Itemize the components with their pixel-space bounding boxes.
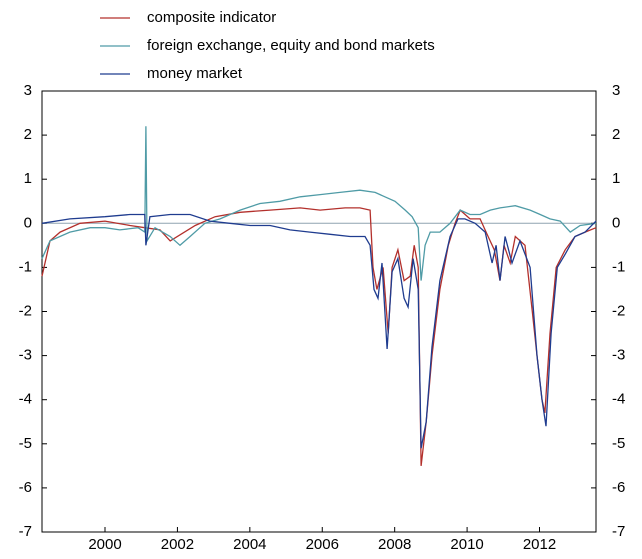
x-tick-label: 2010 [450,536,483,553]
legend-label: composite indicator [147,9,276,26]
series-line [41,126,597,281]
y2-tick-label: -2 [612,302,625,319]
x-tick-label: 2012 [523,536,556,553]
x-tick-label: 2000 [88,536,121,553]
y-tick-label: 0 [24,214,32,231]
series-line [41,213,597,449]
y-tick-label: 3 [24,82,32,99]
y2-tick-label: 1 [612,170,620,187]
y2-tick-label: 2 [612,126,620,143]
y2-tick-label: -3 [612,347,625,364]
y2-tick-label: -7 [612,523,625,540]
y2-tick-label: 0 [612,214,620,231]
y-tick-label: 2 [24,126,32,143]
y2-tick-label: -5 [612,435,625,452]
x-tick-label: 2004 [233,536,266,553]
y-tick-label: -6 [19,479,32,496]
y2-tick-label: -6 [612,479,625,496]
y-tick-label: -5 [19,435,32,452]
y2-tick-label: -1 [612,258,625,275]
y-tick-label: -4 [19,391,32,408]
y-tick-label: -7 [19,523,32,540]
legend-label: foreign exchange, equity and bond market… [147,37,435,54]
y-tick-label: -1 [19,258,32,275]
y-tick-label: -2 [19,302,32,319]
y-tick-label: -3 [19,347,32,364]
plot-frame [41,90,597,533]
legend-label: money market [147,65,243,82]
series-line [41,207,597,466]
y-tick-label: 1 [24,170,32,187]
y2-tick-label: 3 [612,82,620,99]
x-tick-label: 2002 [161,536,194,553]
x-tick-label: 2008 [378,536,411,553]
y2-tick-label: -4 [612,391,625,408]
x-tick-label: 2006 [306,536,339,553]
